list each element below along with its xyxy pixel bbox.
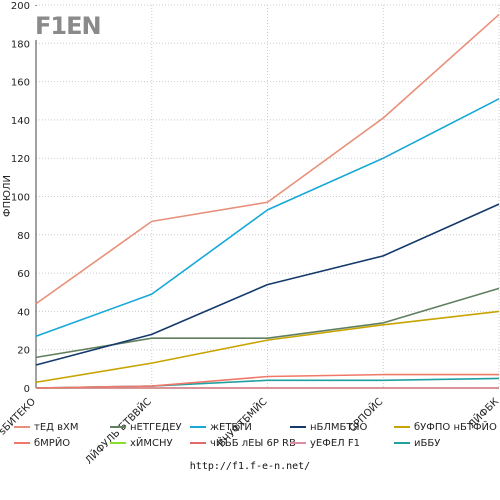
y-tick-label: 140 xyxy=(11,116,30,127)
legend-label: нЕТГЕДЕУ xyxy=(130,422,182,433)
legend-label: иББУ xyxy=(414,438,440,449)
legend-label: бУФПО нБТФЙО xyxy=(414,420,497,433)
y-axis-label: ФПЮЛИ xyxy=(2,175,13,217)
series-line xyxy=(35,13,500,305)
y-tick-label: 180 xyxy=(11,39,30,50)
y-tick-label: 160 xyxy=(11,78,30,89)
legend: тЕД вХМ нЕТГЕДЕУ жЕТБТЙ нБЛМБТЯО бУФПО нБТФЙ… xyxy=(14,420,497,449)
y-tick-label: 40 xyxy=(17,307,30,318)
y-tick-label: 80 xyxy=(17,231,30,242)
legend-label: чЙЪБ лЕЫ 6Р RB xyxy=(210,436,296,449)
legend-label: бМРЙО xyxy=(34,436,70,449)
y-tick-label: 200 xyxy=(11,1,30,12)
y-tick-label: 60 xyxy=(17,269,30,280)
y-tick-label: 120 xyxy=(11,154,30,165)
source-url: http://f1.f-e-n.net/ xyxy=(190,461,310,472)
y-axis: 0 20 40 60 80 100 120 140 160 180 200 xyxy=(11,1,37,395)
legend-label: уЕФЕЛ F1 xyxy=(310,438,360,449)
series-line xyxy=(35,310,500,384)
series-lines xyxy=(35,13,500,389)
series-line xyxy=(35,203,500,366)
legend-label: тЕД вХМ xyxy=(34,422,79,433)
series-line xyxy=(35,98,500,338)
logo-text: F1EN xyxy=(35,12,101,40)
y-tick-label: 20 xyxy=(17,346,30,357)
y-tick-label: 100 xyxy=(11,193,30,204)
x-tick-label: ѕБИТЕКО xyxy=(0,396,38,437)
y-tick-label: 0 xyxy=(24,384,30,395)
legend-label: нБЛМБТЯО xyxy=(310,422,367,433)
chart-grid xyxy=(35,4,500,389)
legend-label: хЙМСНУ xyxy=(130,436,173,449)
series-line xyxy=(35,373,499,389)
legend-label: жЕТБТЙ xyxy=(210,420,252,433)
f1en-logo: F1EN xyxy=(31,6,103,40)
